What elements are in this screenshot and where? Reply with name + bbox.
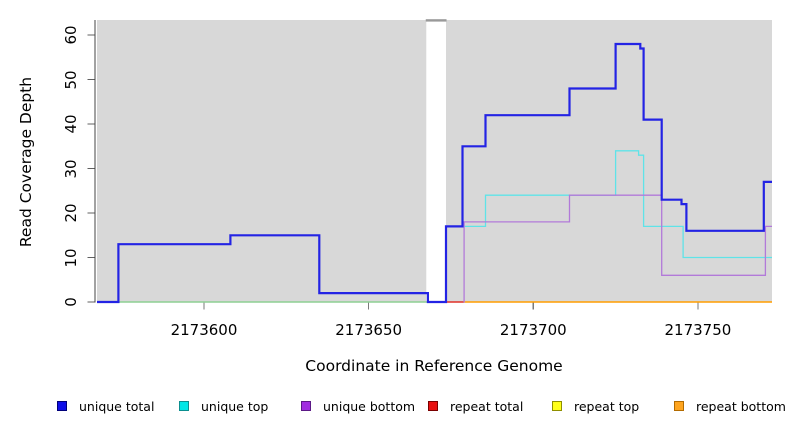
y-axis-tick-label: 0 <box>62 297 80 307</box>
legend-item-repeat-top: repeat top <box>552 398 639 414</box>
legend-swatch-unique-bottom <box>301 401 311 411</box>
y-axis-tick-label: 10 <box>62 247 80 268</box>
y-axis-tick-label: 40 <box>62 114 80 134</box>
series-unique-top-line <box>446 150 772 259</box>
y-axis-tick-label: 50 <box>62 70 80 90</box>
chart-legend: unique total unique top unique bottom repea… <box>0 398 792 418</box>
legend-label: unique top <box>201 398 269 414</box>
legend-swatch-repeat-top <box>552 401 562 411</box>
y-axis-tick-label: 60 <box>62 25 80 45</box>
x-axis-title: Coordinate in Reference Genome <box>305 357 563 375</box>
y-axis-tick-label: 30 <box>62 159 80 179</box>
legend-label: repeat bottom <box>696 398 786 414</box>
legend-swatch-unique-total <box>57 401 67 411</box>
legend-item-unique-top: unique top <box>179 398 268 414</box>
legend-swatch-repeat-bottom <box>674 401 684 411</box>
series-unique-total-line <box>97 42 772 304</box>
gap-band-top-cap <box>425 19 447 22</box>
coverage-gap-band <box>426 19 447 303</box>
x-axis-tick-label: 2173700 <box>499 321 567 339</box>
legend-item-unique-total: unique total <box>57 398 154 414</box>
y-axis-tick-label: 20 <box>62 203 80 223</box>
legend-label: repeat total <box>450 398 524 414</box>
legend-swatch-unique-top <box>179 401 189 411</box>
legend-label: repeat top <box>574 398 640 414</box>
legend-label: unique bottom <box>323 398 416 414</box>
x-axis-tick-label: 2173600 <box>170 321 238 339</box>
x-axis-tick-label: 2173650 <box>335 321 403 339</box>
series-unique-bottom-line <box>463 194 772 303</box>
legend-item-repeat-total: repeat total <box>428 398 523 414</box>
x-axis-tick-label: 2173750 <box>664 321 732 339</box>
y-axis-title: Read Coverage Depth <box>17 76 35 248</box>
legend-label: unique total <box>79 398 155 414</box>
legend-item-repeat-bottom: repeat bottom <box>674 398 786 414</box>
legend-swatch-repeat-total <box>428 401 438 411</box>
legend-item-unique-bottom: unique bottom <box>301 398 415 414</box>
